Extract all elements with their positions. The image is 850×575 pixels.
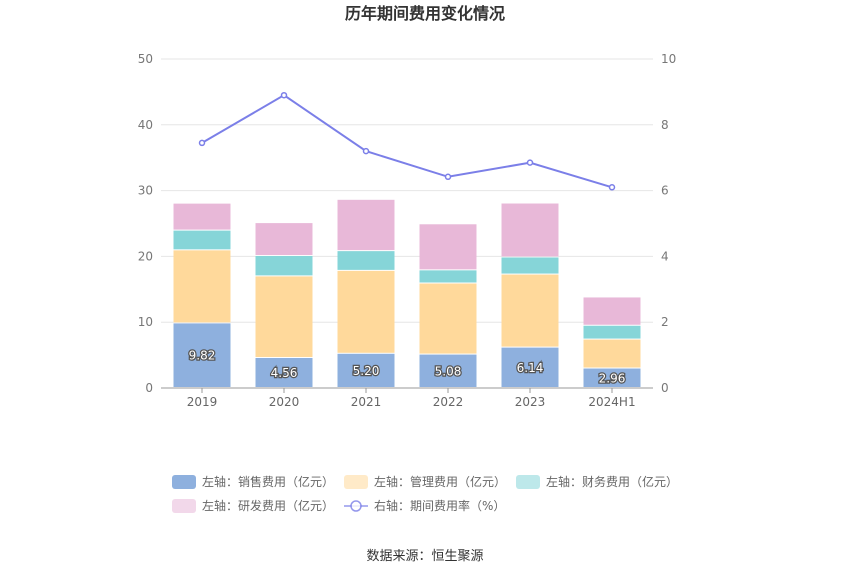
left-axis: 0 10 20 30 40 50 bbox=[138, 52, 153, 395]
source-note: 数据来源：恒生聚源 bbox=[366, 549, 483, 564]
right-tick-label: 6 bbox=[661, 184, 669, 198]
left-tick-label: 20 bbox=[138, 249, 153, 263]
bar-data-label: 4.56 bbox=[271, 366, 298, 380]
bar-segment bbox=[419, 270, 477, 283]
legend-item[interactable]: 左轴：销售费用（亿元） bbox=[172, 474, 334, 489]
left-tick-label: 30 bbox=[138, 184, 153, 198]
rate-line bbox=[198, 91, 616, 191]
right-tick-label: 2 bbox=[661, 315, 669, 329]
bars bbox=[173, 199, 641, 387]
x-tick-label: 2024H1 bbox=[588, 395, 635, 409]
bar-segment bbox=[501, 347, 559, 387]
bar-segment bbox=[255, 276, 313, 357]
bar-segment bbox=[255, 256, 313, 276]
bar-segment bbox=[419, 224, 477, 270]
rate-point bbox=[444, 173, 452, 181]
legend-label: 左轴：管理费用（亿元） bbox=[374, 474, 506, 489]
bar-segment bbox=[337, 251, 395, 270]
bar-segment bbox=[173, 323, 231, 387]
right-axis: 0 2 4 6 8 10 bbox=[661, 52, 676, 395]
bar-segment bbox=[255, 357, 313, 387]
legend[interactable]: 左轴：销售费用（亿元） 左轴：管理费用（亿元） 左轴：财务费用（亿元） 左轴：研发费用… bbox=[172, 474, 678, 513]
bar-segment bbox=[337, 199, 395, 251]
bar-data-label: 5.20 bbox=[353, 364, 380, 378]
rate-point bbox=[362, 147, 370, 155]
bar-segment bbox=[173, 250, 231, 323]
bar-data-label: 9.82 bbox=[189, 349, 216, 363]
legend-item[interactable]: 左轴：研发费用（亿元） bbox=[172, 498, 334, 513]
bar-segment bbox=[583, 325, 641, 339]
legend-label: 左轴：研发费用（亿元） bbox=[202, 498, 334, 513]
bar-segment bbox=[419, 354, 477, 387]
legend-swatch bbox=[516, 475, 540, 489]
legend-swatch bbox=[172, 475, 196, 489]
legend-swatch bbox=[172, 499, 196, 513]
bar-segment bbox=[501, 274, 559, 347]
left-tick-label: 50 bbox=[138, 52, 153, 66]
rate-point bbox=[526, 159, 534, 166]
x-axis: 2019 2020 2021 2022 2023 2024H1 bbox=[187, 388, 636, 409]
data-labels: 9.82 4.56 5.20 5.08 6.14 2.96 bbox=[187, 347, 626, 386]
bar-data-label: 6.14 bbox=[517, 361, 544, 375]
legend-label: 左轴：销售费用（亿元） bbox=[202, 474, 334, 489]
left-tick-label: 40 bbox=[138, 118, 153, 132]
bar-segment bbox=[255, 223, 313, 256]
rate-point bbox=[280, 91, 288, 99]
right-tick-label: 0 bbox=[661, 381, 669, 395]
grid bbox=[161, 58, 653, 389]
bar-segment bbox=[337, 353, 395, 387]
bar-segment bbox=[501, 257, 559, 274]
bar-segment bbox=[173, 230, 231, 250]
x-tick-label: 2019 bbox=[187, 395, 218, 409]
right-tick-label: 8 bbox=[661, 118, 669, 132]
left-tick-label: 10 bbox=[138, 315, 153, 329]
legend-label: 右轴：期间费用率（%） bbox=[374, 498, 505, 513]
x-tick-label: 2023 bbox=[515, 395, 546, 409]
legend-item[interactable]: 右轴：期间费用率（%） bbox=[344, 498, 505, 513]
x-tick-label: 2020 bbox=[269, 395, 300, 409]
legend-label: 左轴：财务费用（亿元） bbox=[546, 474, 678, 489]
legend-item[interactable]: 左轴：财务费用（亿元） bbox=[516, 474, 678, 489]
bar-segment bbox=[173, 203, 231, 230]
bar-segment bbox=[583, 368, 641, 387]
bar-segment bbox=[583, 297, 641, 325]
x-tick-label: 2022 bbox=[433, 395, 464, 409]
right-tick-label: 4 bbox=[661, 249, 669, 263]
rate-point bbox=[198, 139, 206, 147]
legend-item[interactable]: 左轴：管理费用（亿元） bbox=[344, 474, 506, 489]
right-tick-label: 10 bbox=[661, 52, 676, 66]
legend-swatch bbox=[344, 475, 368, 489]
bar-data-label: 2.96 bbox=[599, 371, 626, 385]
bar-segment bbox=[419, 283, 477, 354]
bar-segment bbox=[337, 270, 395, 353]
chart-title: 历年期间费用变化情况 bbox=[345, 4, 505, 23]
bar-segment bbox=[501, 203, 559, 257]
x-tick-label: 2021 bbox=[351, 395, 382, 409]
bar-data-label: 5.08 bbox=[435, 364, 462, 378]
rate-point bbox=[608, 184, 616, 191]
left-tick-label: 0 bbox=[145, 381, 153, 395]
legend-marker bbox=[350, 500, 362, 512]
rate-line-path bbox=[201, 94, 613, 189]
bar-segment bbox=[583, 339, 641, 368]
